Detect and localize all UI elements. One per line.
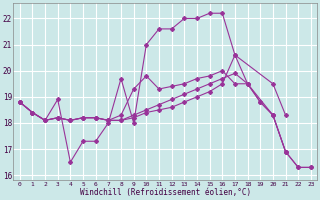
X-axis label: Windchill (Refroidissement éolien,°C): Windchill (Refroidissement éolien,°C) xyxy=(80,188,251,197)
